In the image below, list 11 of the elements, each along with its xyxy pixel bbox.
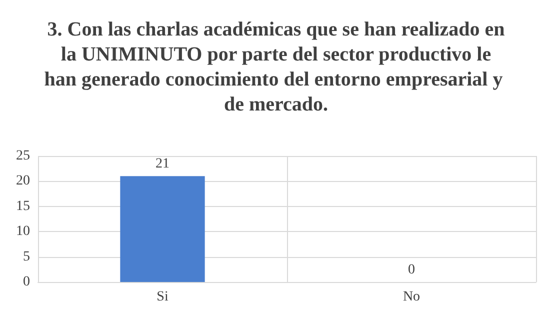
chart-title: 3. Con las charlas académicas que se han realizado en la UNIMINUTO por parte del sector productivo le han generado conocimiento del entorno empresarial y de mercado. bbox=[44, 18, 508, 116]
y-tick-label: 20 bbox=[16, 174, 30, 189]
data-label: 21 bbox=[156, 156, 170, 172]
y-tick-label: 0 bbox=[23, 274, 30, 290]
y-tick-label: 15 bbox=[16, 198, 30, 214]
y-tick-label: 5 bbox=[23, 249, 30, 264]
y-tick-label: 10 bbox=[16, 224, 30, 240]
data-label: 0 bbox=[408, 262, 415, 278]
x-tick-label: Si bbox=[156, 290, 168, 304]
x-tick-label: No bbox=[402, 290, 420, 304]
y-tick-label: 25 bbox=[16, 148, 30, 164]
